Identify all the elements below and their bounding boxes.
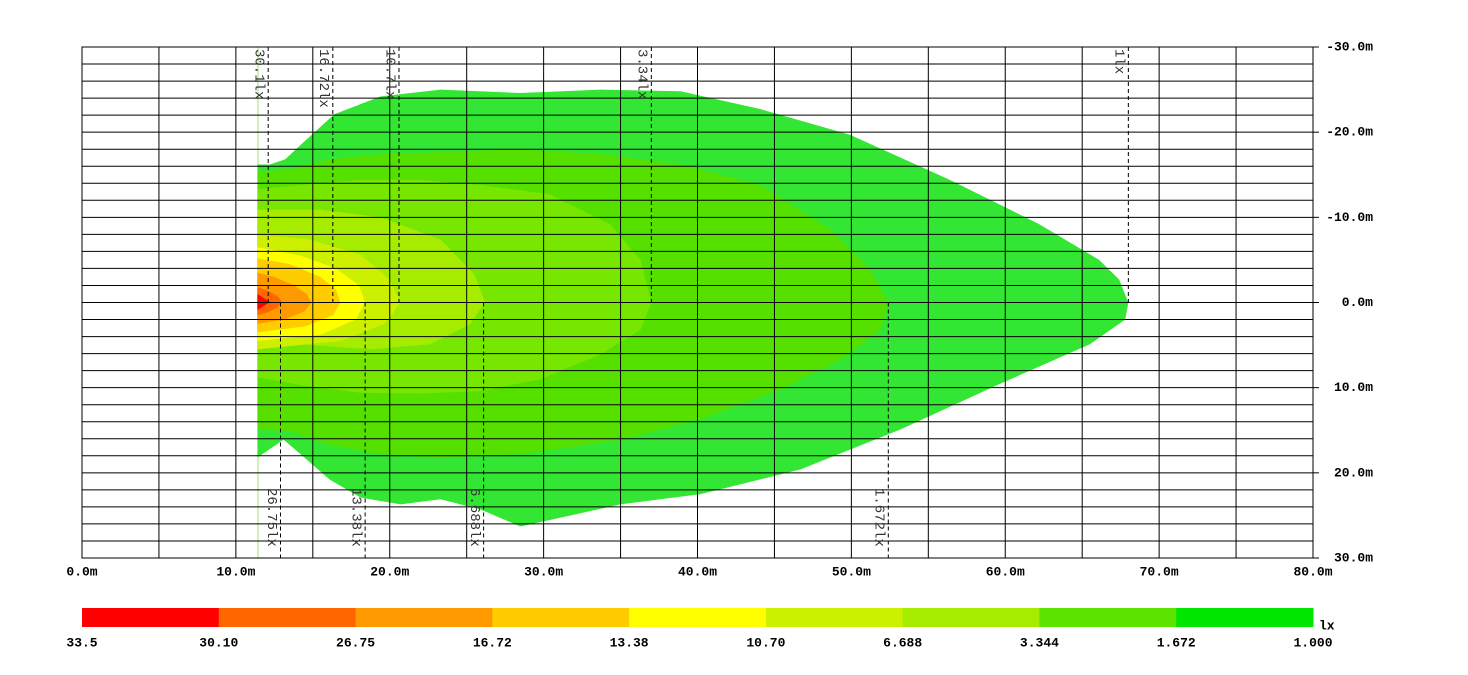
contour-label: 3.34lx (634, 49, 650, 99)
colorbar-segment (1176, 608, 1314, 627)
colorbar-label: 26.75 (336, 635, 375, 650)
contour-label: 10.7lx (381, 49, 397, 99)
y-tick-label: 10.0m (1334, 380, 1373, 395)
colorbar-label: 1.672 (1157, 635, 1196, 650)
contour-label: 30.1lx (250, 49, 266, 99)
x-tick-label: 30.0m (524, 564, 563, 579)
colorbar-label: 16.72 (473, 635, 512, 650)
colorbar-segment (629, 608, 767, 627)
colorbar-segment (218, 608, 357, 627)
colorbar-label: 10.70 (746, 635, 785, 650)
colorbar-segment (492, 608, 630, 627)
isolux-region (257, 287, 283, 316)
x-tick-label: 40.0m (678, 564, 717, 579)
x-tick-label: 70.0m (1140, 564, 1179, 579)
x-tick-label: 80.0m (1293, 564, 1332, 579)
contour-label: 1.672lx (871, 488, 887, 547)
y-tick-label: -10.0m (1326, 210, 1373, 225)
x-tick-label: 10.0m (216, 564, 255, 579)
x-tick-label: 60.0m (986, 564, 1025, 579)
contour-label: 26.75lx (263, 488, 279, 547)
y-tick-label: 20.0m (1334, 465, 1373, 480)
y-tick-label: 30.0m (1334, 550, 1373, 565)
colorbar-segment (765, 608, 904, 627)
colorbar-segment (1039, 608, 1177, 627)
colorbar-unit: lx (1319, 618, 1335, 633)
contour-label: 6.688lx (466, 488, 482, 547)
colorbar-label: 6.688 (883, 635, 922, 650)
y-tick-label: -20.0m (1326, 125, 1373, 140)
contour-label: 16.72lx (315, 49, 331, 108)
colorbar-label: 13.38 (610, 635, 649, 650)
y-tick-label: -30.0m (1326, 39, 1373, 54)
colorbar-label: 3.344 (1020, 635, 1059, 650)
x-tick-label: 0.0m (66, 564, 97, 579)
colorbar-segment (82, 608, 220, 627)
contour-label: 1lx (1111, 49, 1127, 74)
x-tick-label: 50.0m (832, 564, 871, 579)
x-tick-label: 20.0m (370, 564, 409, 579)
colorbar-label: 30.10 (199, 635, 238, 650)
y-tick-label: 0.0m (1342, 295, 1373, 310)
colorbar-segment (355, 608, 493, 627)
colorbar-label: 1.000 (1293, 635, 1332, 650)
contour-label: 13.38lx (347, 488, 363, 547)
colorbar-segment (902, 608, 1040, 627)
colorbar-label: 33.5 (66, 635, 97, 650)
